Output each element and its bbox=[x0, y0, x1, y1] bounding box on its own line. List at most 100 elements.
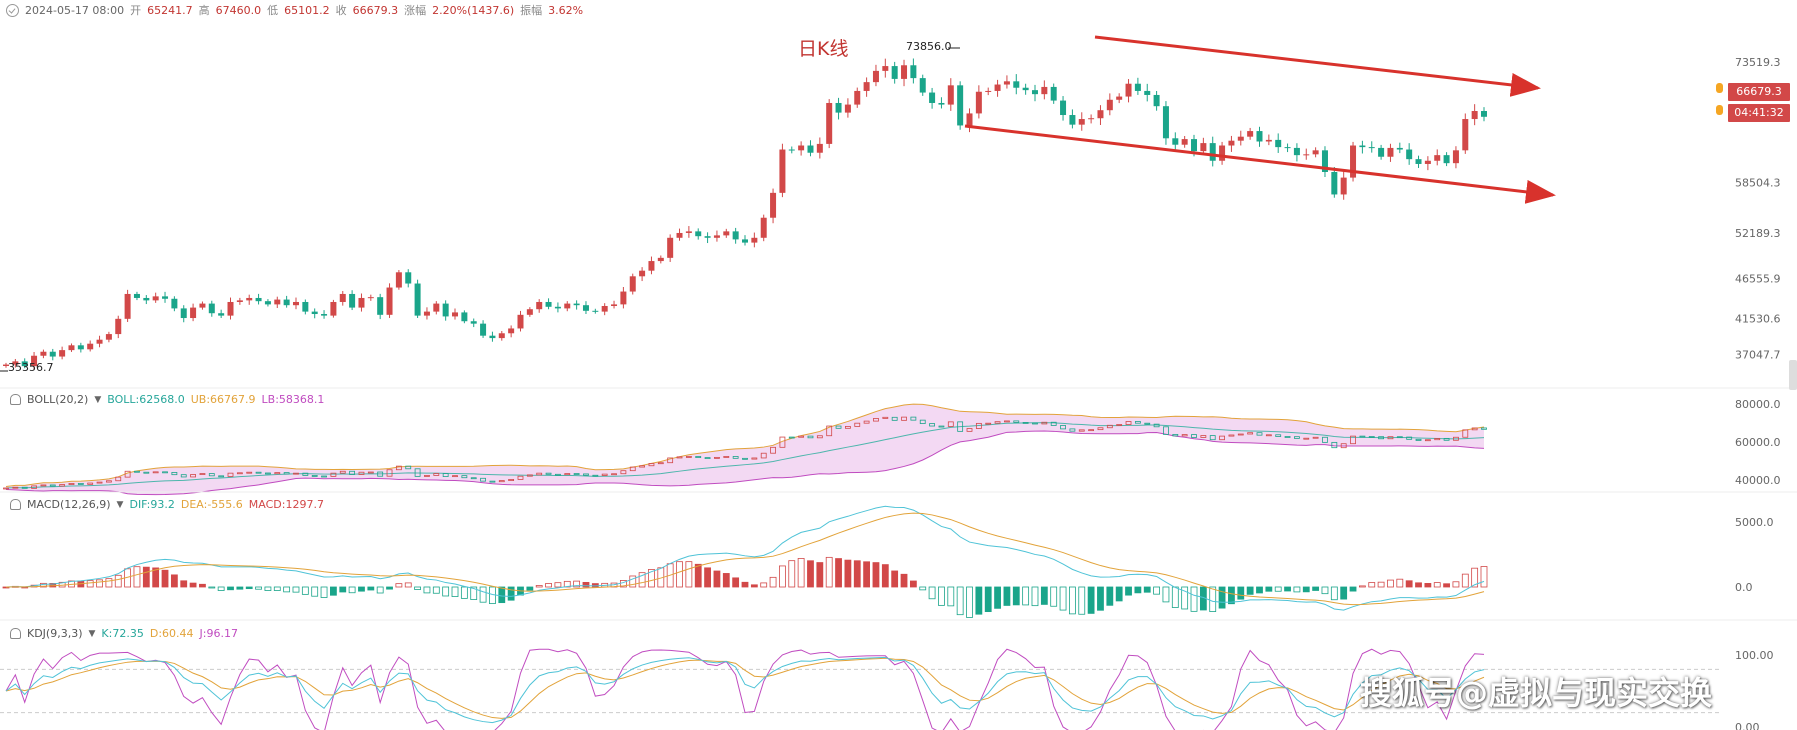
boll-candle bbox=[452, 475, 458, 478]
y-tick-label: 52189.3 bbox=[1735, 227, 1781, 240]
macd-bar bbox=[423, 586, 431, 594]
macd-legend[interactable]: MACD(12,26,9) ▼ DIF:93.2 DEA:-555.6 MACD… bbox=[10, 498, 324, 511]
macd-bar bbox=[227, 586, 234, 591]
boll-candle bbox=[1378, 436, 1385, 440]
macd-bar bbox=[1461, 573, 1469, 588]
boll-candle bbox=[629, 466, 636, 472]
boll-candle bbox=[442, 473, 449, 477]
candle-body bbox=[1153, 94, 1160, 107]
boll-candle bbox=[1144, 422, 1151, 425]
countdown-tag-handle-icon[interactable] bbox=[1716, 105, 1723, 115]
candle-body bbox=[442, 303, 449, 317]
boll-candle bbox=[1041, 421, 1048, 425]
boll-y-tick: 60000.0 bbox=[1735, 436, 1781, 449]
candle-body bbox=[957, 85, 964, 126]
macd-bar bbox=[788, 560, 796, 588]
kdj-j-line bbox=[5, 648, 1485, 730]
candle-body bbox=[1181, 139, 1188, 145]
bell-icon[interactable] bbox=[10, 394, 21, 405]
macd-bar bbox=[1087, 586, 1095, 614]
candle-body bbox=[283, 299, 290, 306]
macd-bar bbox=[451, 586, 459, 597]
boll-candle bbox=[77, 483, 84, 485]
boll-candle bbox=[938, 425, 945, 428]
side-scroll-handle[interactable] bbox=[1789, 360, 1797, 390]
macd-bar bbox=[1452, 581, 1460, 588]
boll-candle bbox=[302, 472, 309, 476]
boll-candle bbox=[742, 457, 748, 460]
candle-body bbox=[1443, 155, 1450, 164]
boll-candle bbox=[498, 480, 505, 483]
candle-body bbox=[1247, 131, 1254, 137]
boll-candle bbox=[873, 418, 879, 422]
candle-body bbox=[1219, 145, 1226, 161]
boll-candle bbox=[21, 486, 28, 489]
candle-body bbox=[1209, 143, 1216, 161]
kdj-k-line bbox=[5, 656, 1485, 724]
candle-body bbox=[208, 303, 215, 314]
open-value: 65241.7 bbox=[147, 3, 193, 17]
candle-body bbox=[1237, 136, 1244, 141]
boll-candle bbox=[573, 473, 580, 475]
candle-body bbox=[1303, 154, 1310, 156]
bell-icon[interactable] bbox=[10, 499, 21, 510]
chevron-down-icon[interactable]: ▼ bbox=[94, 394, 102, 405]
macd-bar bbox=[1040, 586, 1048, 605]
boll-ub-value: UB:66767.9 bbox=[190, 393, 256, 406]
candle-body bbox=[264, 301, 271, 305]
boll-candle bbox=[208, 473, 215, 477]
macd-bar bbox=[1171, 586, 1179, 608]
low-marker-label: 35356.7 bbox=[8, 361, 54, 374]
boll-candle bbox=[788, 436, 795, 439]
low-label: 低 bbox=[267, 4, 279, 17]
change-label: 涨幅 bbox=[404, 4, 427, 17]
boll-candle bbox=[648, 463, 655, 467]
macd-bar bbox=[1349, 586, 1357, 592]
macd-bar bbox=[1396, 578, 1404, 588]
candle-body bbox=[1097, 110, 1104, 119]
watermark: 搜狐号@虚拟与现实交换 bbox=[1360, 674, 1713, 712]
chevron-down-icon[interactable]: ▼ bbox=[116, 499, 124, 510]
last-price-tag: 66679.3 bbox=[1728, 83, 1790, 101]
low-value: 65101.2 bbox=[284, 3, 330, 17]
boll-candle bbox=[1340, 443, 1347, 449]
boll-candle bbox=[321, 475, 327, 478]
candle-body bbox=[1200, 143, 1207, 152]
boll-candle bbox=[1387, 436, 1394, 440]
candle-body bbox=[218, 313, 225, 316]
boll-candle bbox=[1322, 436, 1328, 443]
candle-body bbox=[321, 314, 328, 316]
boll-candle bbox=[405, 465, 412, 470]
boll-candle bbox=[994, 421, 1001, 424]
price-tag-handle-icon[interactable] bbox=[1716, 83, 1723, 93]
candle-body bbox=[1031, 90, 1038, 95]
kdj-legend[interactable]: KDJ(9,3,3) ▼ K:72.35 D:60.44 J:96.17 bbox=[10, 627, 238, 640]
macd-bar bbox=[1022, 586, 1030, 606]
boll-candle bbox=[779, 436, 786, 448]
boll-candle bbox=[424, 475, 430, 477]
boll-candle bbox=[601, 473, 608, 476]
candle-body bbox=[49, 351, 56, 357]
boll-candle bbox=[433, 473, 440, 476]
boll-candle bbox=[1125, 421, 1132, 425]
candle-body bbox=[835, 102, 842, 113]
boll-candle bbox=[395, 465, 402, 471]
macd-bar bbox=[161, 569, 169, 588]
chevron-down-icon[interactable]: ▼ bbox=[88, 628, 96, 639]
candle-body bbox=[807, 145, 814, 153]
macd-bar bbox=[1218, 586, 1226, 609]
bell-icon[interactable] bbox=[10, 628, 21, 639]
boll-candle bbox=[349, 470, 356, 475]
boll-candle bbox=[798, 435, 805, 438]
candle-body bbox=[1471, 111, 1478, 120]
boll-candle bbox=[639, 465, 646, 468]
macd-bar bbox=[1424, 583, 1432, 588]
candle-body bbox=[40, 351, 47, 356]
macd-bar bbox=[1115, 586, 1123, 602]
boll-legend[interactable]: BOLL(20,2) ▼ BOLL:62568.0 UB:66767.9 LB:… bbox=[10, 393, 324, 406]
kdj-j-value: J:96.17 bbox=[199, 627, 238, 640]
candle-body bbox=[311, 311, 318, 315]
macd-bar bbox=[1471, 567, 1479, 588]
candle-body bbox=[124, 293, 131, 319]
